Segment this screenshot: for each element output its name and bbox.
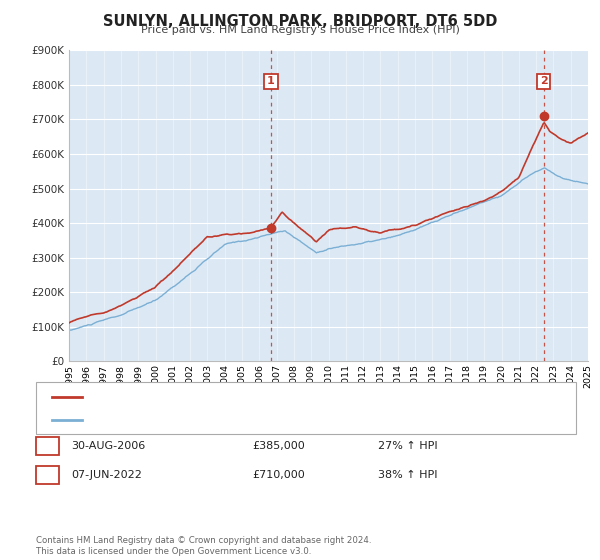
Text: HPI: Average price, detached house, Dorset: HPI: Average price, detached house, Dors… [93, 414, 307, 424]
Text: 38% ↑ HPI: 38% ↑ HPI [378, 470, 437, 480]
Text: SUNLYN, ALLINGTON PARK, BRIDPORT, DT6 5DD: SUNLYN, ALLINGTON PARK, BRIDPORT, DT6 5D… [103, 14, 497, 29]
Text: Contains HM Land Registry data © Crown copyright and database right 2024.
This d: Contains HM Land Registry data © Crown c… [36, 536, 371, 556]
Text: £385,000: £385,000 [252, 441, 305, 451]
Text: 1: 1 [267, 77, 275, 86]
Text: 2: 2 [540, 77, 548, 86]
Text: Price paid vs. HM Land Registry's House Price Index (HPI): Price paid vs. HM Land Registry's House … [140, 25, 460, 35]
Text: 1: 1 [43, 440, 52, 453]
Text: 07-JUN-2022: 07-JUN-2022 [71, 470, 142, 480]
Text: 30-AUG-2006: 30-AUG-2006 [71, 441, 145, 451]
Text: 27% ↑ HPI: 27% ↑ HPI [378, 441, 437, 451]
Text: 2: 2 [43, 469, 52, 482]
Text: SUNLYN, ALLINGTON PARK, BRIDPORT, DT6 5DD (detached house): SUNLYN, ALLINGTON PARK, BRIDPORT, DT6 5D… [93, 392, 417, 402]
Text: £710,000: £710,000 [252, 470, 305, 480]
